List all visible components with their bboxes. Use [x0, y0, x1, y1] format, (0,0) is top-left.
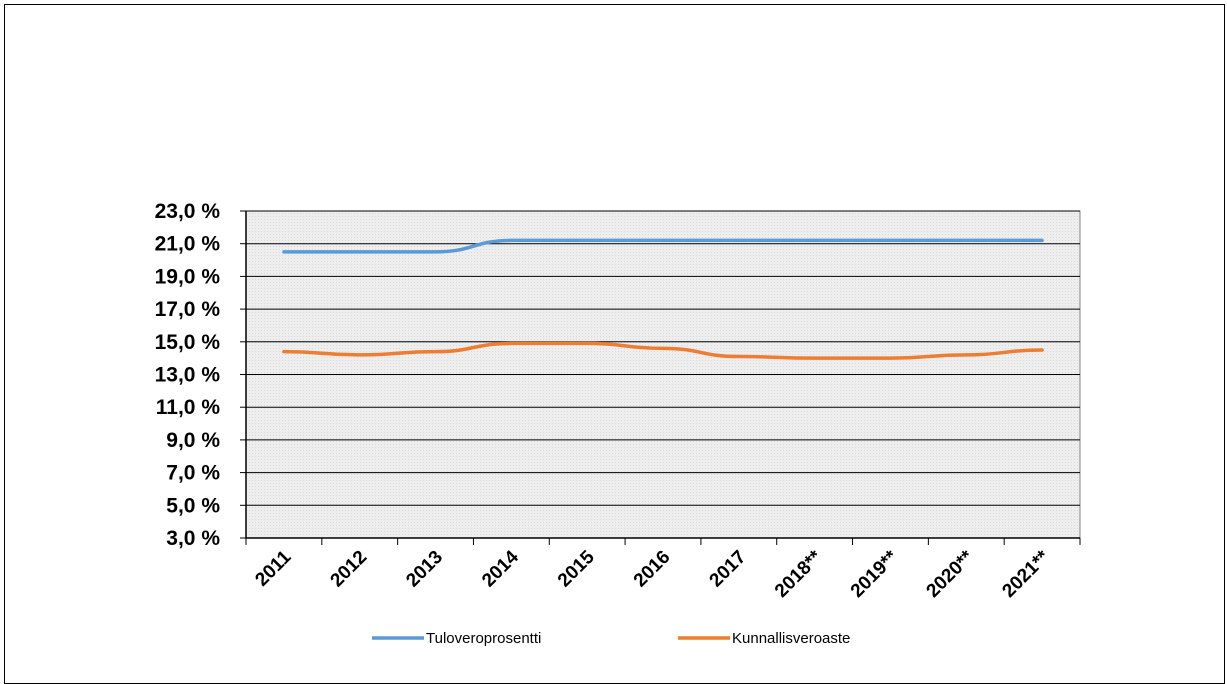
y-tick-label: 11,0 %: [156, 396, 221, 419]
y-tick-label: 3,0 %: [166, 527, 220, 550]
x-tick-label: 2016: [630, 547, 675, 592]
x-tick-label: 2011: [251, 546, 295, 590]
y-tick-label: 15,0 %: [155, 331, 221, 354]
y-tick-label: 19,0 %: [155, 265, 221, 288]
x-tick-label: 2020**: [923, 546, 979, 602]
x-tick-label: 2014: [478, 546, 523, 591]
legend-label: Tuloveroprosentti: [426, 630, 541, 647]
y-tick-label: 17,0 %: [155, 298, 221, 321]
y-tick-label: 9,0 %: [166, 429, 220, 452]
x-tick-label: 2013: [402, 547, 447, 592]
x-tick-label: 2017: [706, 547, 751, 592]
y-tick-label: 21,0 %: [155, 233, 221, 256]
y-tick-label: 13,0 %: [155, 364, 221, 387]
x-tick-label: 2019**: [847, 546, 903, 602]
x-tick-label: 2018**: [771, 546, 827, 602]
y-tick-label: 7,0 %: [166, 462, 220, 485]
x-tick-label: 2021**: [998, 546, 1054, 602]
y-tick-label: 23,0 %: [155, 200, 221, 223]
x-tick-label: 2015: [554, 546, 599, 591]
x-tick-label: 2012: [327, 547, 372, 592]
y-tick-label: 5,0 %: [166, 494, 220, 517]
legend-label: Kunnallisveroaste: [732, 630, 850, 647]
